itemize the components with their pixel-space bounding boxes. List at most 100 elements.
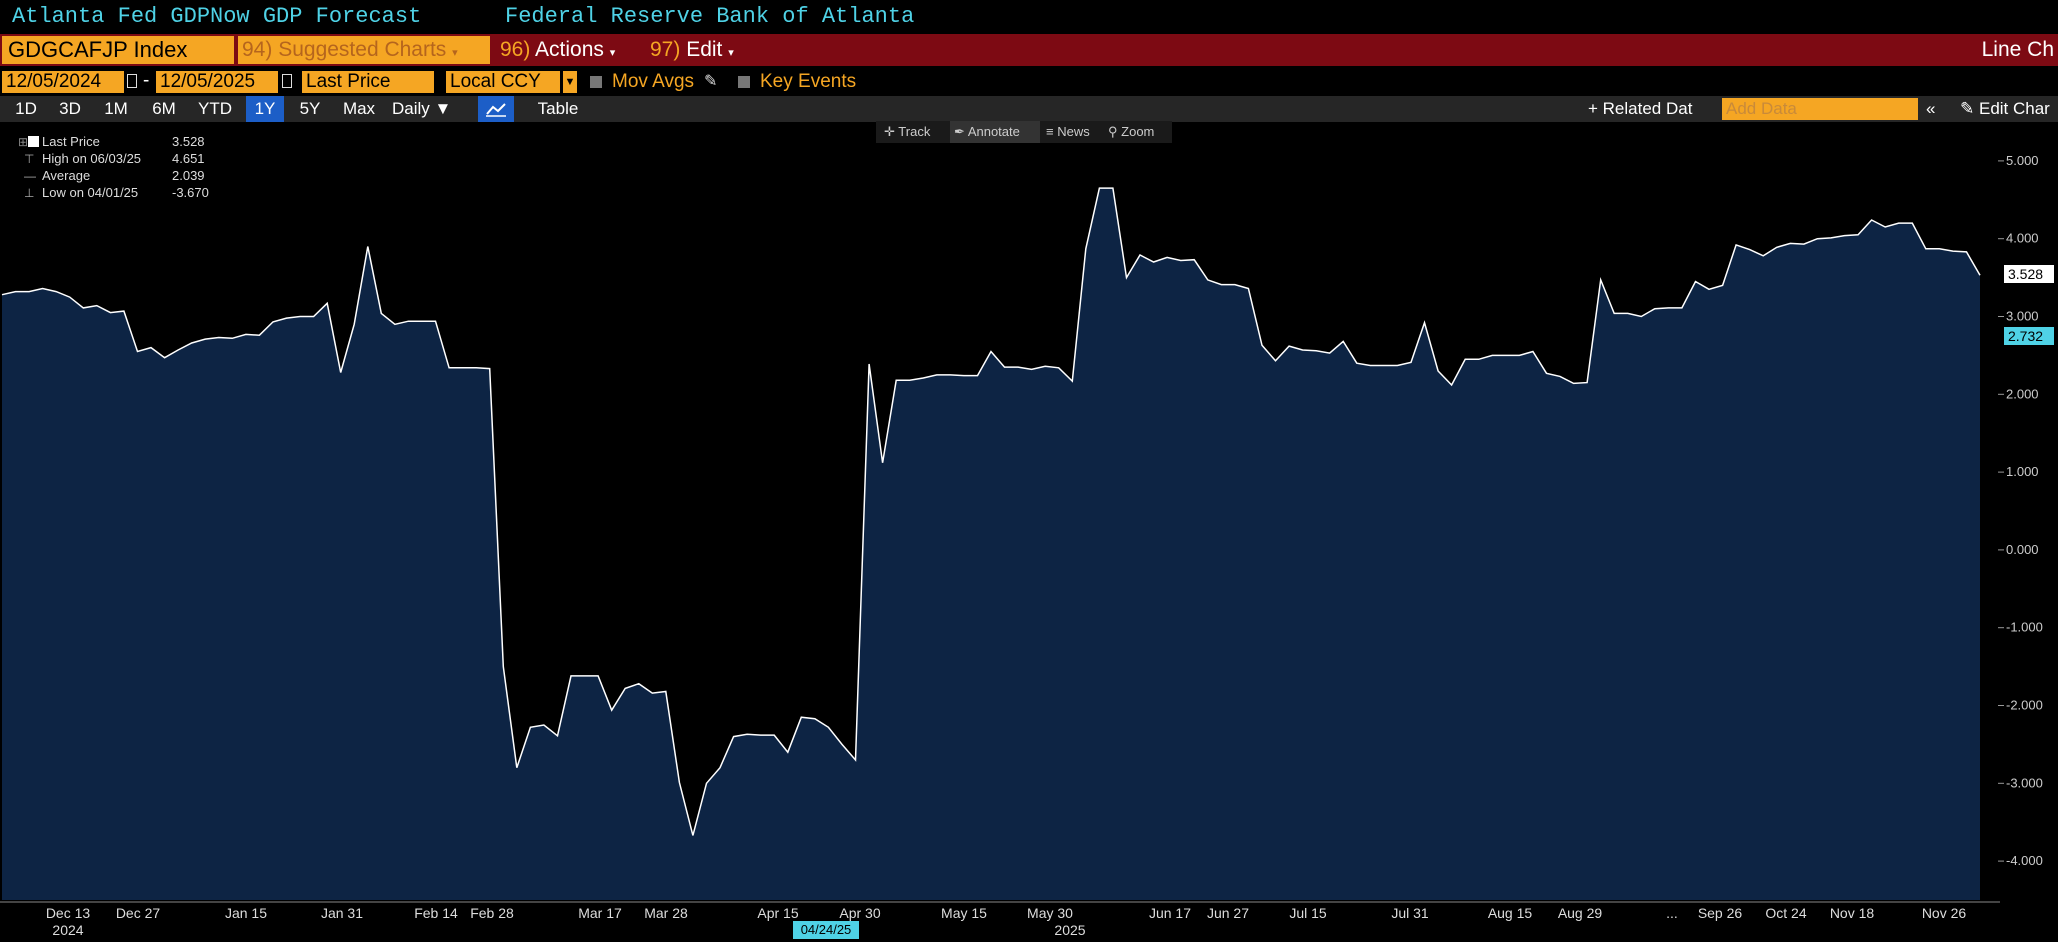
pen-icon: ✒ [954,124,965,139]
date-separator: - [143,70,150,91]
x-axis-tick-label: May 30 [1027,905,1073,921]
x-axis-tick-label: Nov 18 [1830,905,1875,921]
annotate-label: Annotate [967,124,1020,139]
track-tool[interactable]: ✛ Track [884,121,930,143]
suggested-charts-button[interactable]: 94) Suggested Charts ▾ [238,36,490,64]
legend-last-price[interactable]: ⊞ Last Price 3.528 [14,134,214,150]
x-axis-tick-label: Jul 15 [1289,905,1327,921]
x-axis-tick-label: Nov 26 [1922,905,1967,921]
mov-avgs-label[interactable]: Mov Avgs [612,71,695,92]
x-axis-tick-label: Dec 13 [46,905,91,921]
x-axis-tick-label: Jan 15 [225,905,267,921]
x-axis-tick-label: Jun 17 [1149,905,1191,921]
actions-number: 96) [500,38,531,61]
actions-menu-button[interactable]: 96) Actions ▾ [494,36,642,64]
add-data-input[interactable]: Add Data [1722,98,1918,120]
x-axis-tick-label: Dec 27 [116,905,161,921]
x-axis-tick-label: Mar 17 [578,905,622,921]
calendar-icon[interactable] [127,74,137,88]
command-toolbar: GDGCAFJP Index 94) Suggested Charts ▾ 96… [0,34,2058,66]
source-name: Federal Reserve Bank of Atlanta [505,4,915,29]
chevron-down-icon: ▾ [609,47,616,59]
legend-value: 2.039 [172,168,205,183]
legend-label: Low on 04/01/25 [42,185,139,200]
y-axis-tick-label: 5.000 [2006,153,2039,168]
range-1d[interactable]: 1D [15,99,37,118]
frequency-selector[interactable]: Daily ▼ [392,96,462,122]
range-max[interactable]: Max [342,99,376,118]
ticker-field[interactable]: GDGCAFJP Index [2,36,234,64]
range-ytd[interactable]: YTD [198,99,232,118]
caret-down-icon: ▼ [434,99,452,118]
chart-options-row: 12/05/2024 - 12/05/2025 Last Price Local… [0,68,2058,96]
y-axis-tick-label: 0.000 [2006,542,2039,557]
actions-label: Actions [535,38,604,61]
chart-panel[interactable]: 5.000 4.000 3.000 2.000 1.000 0.000 -1.000 -2.0… [0,122,2058,942]
legend-label: High on 06/03/25 [42,151,142,166]
average-marker-icon: — [24,169,36,183]
chevron-down-icon[interactable]: ▼ [563,71,577,93]
start-date-input[interactable]: 12/05/2024 [2,71,124,93]
legend-label: Average [42,168,91,183]
security-description: Atlanta Fed GDPNow GDP Forecast [12,4,422,29]
key-events-checkbox[interactable] [738,76,750,88]
collapse-icon[interactable]: « [1926,99,1936,118]
edit-menu-button[interactable]: 97) Edit ▾ [644,36,749,64]
x-axis-tick-label: Jan 31 [321,905,363,921]
table-view-button[interactable]: Table [537,99,579,118]
pencil-icon: ✎ [1960,99,1975,118]
zoom-tool[interactable]: ⚲ Zoom [1108,121,1154,143]
chart-tools-strip: ✛ Track ✒ Annotate ≡ News ⚲ Zoom [876,121,1172,143]
x-axis-tick-label: Aug 29 [1558,905,1603,921]
high-marker-icon: ⊤ [24,152,35,166]
edit-chart-button[interactable]: ✎ Edit Char [1960,96,2050,122]
x-axis-tick-label: Feb 28 [470,905,514,921]
range-6m[interactable]: 6M [152,99,176,118]
line-chart-icon[interactable] [478,96,514,122]
price-chart[interactable]: 5.000 4.000 3.000 2.000 1.000 0.000 -1.000 -2.0… [0,122,2058,942]
edit-number: 97) [650,38,681,61]
range-1y[interactable]: 1Y [246,96,284,122]
last-price-tag: 3.528 [2004,265,2054,283]
legend-value: -3.670 [172,185,209,200]
news-icon: ≡ [1046,124,1054,139]
key-events-label[interactable]: Key Events [760,71,857,92]
news-tool[interactable]: ≡ News [1046,121,1090,143]
legend-high: ⊤ High on 06/03/25 4.651 [14,151,214,167]
magnifier-icon: ⚲ [1108,124,1118,139]
calendar-icon[interactable] [282,74,292,88]
pencil-icon[interactable]: ✎ [704,73,718,90]
y-axis-tick-label: -4.000 [2006,853,2043,868]
track-label: Track [898,124,931,139]
area-fill [2,188,1980,901]
x-axis-tick-label: May 15 [941,905,987,921]
x-axis-tick-label: Mar 28 [644,905,688,921]
range-5y[interactable]: 5Y [299,99,321,118]
legend-value: 4.651 [172,151,205,166]
legend-square-icon: ⊞ [18,135,29,149]
legend-swatch-icon [28,136,39,147]
y-axis-tick-label: 3.000 [2006,309,2039,324]
y-axis-tick-label: 2.000 [2006,386,2039,401]
crosshair-date-label: 04/24/25 [793,921,859,939]
legend-value: 3.528 [172,134,205,149]
currency-selector[interactable]: Local CCY [446,71,560,93]
x-axis-tick-label: Apr 15 [757,905,798,921]
field-selector[interactable]: Last Price [302,71,434,93]
x-axis-year-label: 2025 [1054,922,1085,938]
range-1m[interactable]: 1M [104,99,128,118]
range-3d[interactable]: 3D [59,99,81,118]
mov-avgs-checkbox[interactable] [590,76,602,88]
y-axis-tick-label: -2.000 [2006,698,2043,713]
x-axis-tick-label: Feb 14 [414,905,458,921]
news-label: News [1057,124,1090,139]
end-date-input[interactable]: 12/05/2025 [156,71,278,93]
x-axis-tick-label: Jun 27 [1207,905,1249,921]
x-axis-tick-label: Aug 15 [1488,905,1533,921]
annotate-tool[interactable]: ✒ Annotate [950,121,1040,143]
price-line [1,187,1981,836]
related-data-button[interactable]: + Related Dat [1588,99,1693,118]
title-bar: Atlanta Fed GDPNow GDP Forecast Federal … [0,0,2058,34]
y-axis-tick-label: 4.000 [2006,231,2039,246]
chart-type-label[interactable]: Line Ch [1981,38,2054,61]
